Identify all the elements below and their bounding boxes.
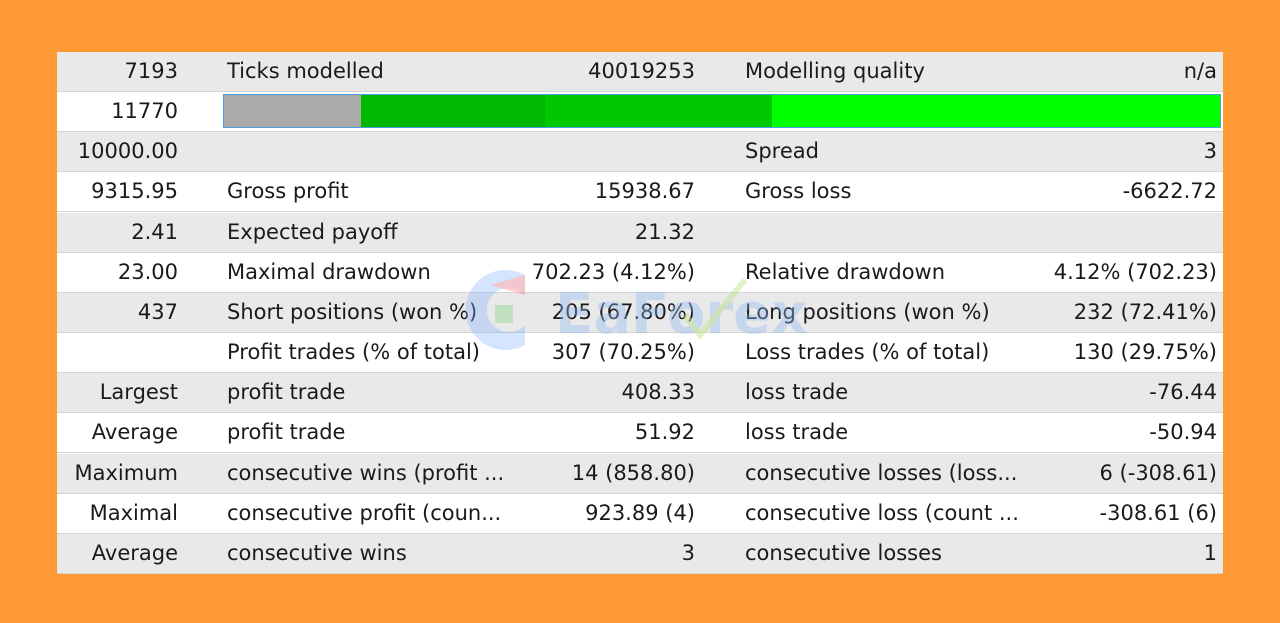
- row-value: 21.32: [634, 219, 695, 244]
- row-value-right: -76.44: [1149, 380, 1217, 405]
- row-value-left: 437: [137, 299, 178, 324]
- row-value-left: Maximal: [89, 500, 178, 525]
- row-label-right: consecutive loss (count ...: [745, 500, 1019, 525]
- row-value: 51.92: [634, 420, 695, 445]
- table-row: Maximal consecutive profit (coun... 923.89…: [57, 493, 1223, 534]
- table-row: 9315.95 Gross profit 15938.67 Gross loss -66…: [57, 172, 1223, 213]
- quality-bar-segment: [361, 95, 545, 128]
- row-label-right: consecutive losses: [745, 540, 942, 565]
- row-value-left: 10000.00: [77, 139, 178, 164]
- quality-bar-segment: [224, 95, 362, 128]
- quality-bar-segment: [544, 95, 772, 128]
- row-label: profit trade: [227, 380, 346, 405]
- row-value: 702.23 (4.12%): [531, 259, 695, 284]
- row-value: 307 (70.25%): [551, 340, 695, 365]
- row-label: Ticks modelled: [227, 59, 384, 83]
- table-row: Profit trades (% of total) 307 (70.25%) Lo…: [57, 333, 1223, 374]
- row-label-right: loss trade: [745, 380, 849, 405]
- row-label-right: Relative drawdown: [745, 259, 946, 284]
- table-row: 23.00 Maximal drawdown 702.23 (4.12%) Relat…: [57, 252, 1223, 293]
- row-label: consecutive wins (profit ...: [227, 460, 505, 485]
- row-label: Short positions (won %): [227, 299, 478, 324]
- row-label-right: Long positions (won %): [745, 299, 990, 324]
- modelling-quality-bar: [223, 94, 1221, 129]
- row-value-right: 4.12% (702.23): [1053, 259, 1217, 284]
- row-label: profit trade: [227, 420, 346, 445]
- row-value: 40019253: [588, 59, 695, 83]
- quality-bar-segment: [771, 95, 1220, 128]
- table-row: 7193 Ticks modelled 40019253 Modelling qual…: [57, 52, 1223, 92]
- row-label-right: Loss trades (% of total): [745, 340, 990, 365]
- row-value-left: Maximum: [74, 460, 178, 485]
- row-value-left: Average: [91, 420, 178, 445]
- row-value-right: 3: [1203, 139, 1217, 164]
- table-row: Largest profit trade 408.33 loss trade -76.4…: [57, 373, 1223, 414]
- row-value-right: -308.61 (6): [1099, 500, 1217, 525]
- row-value-right: 130 (29.75%): [1073, 340, 1217, 365]
- row-value-left: 11770: [111, 99, 178, 124]
- row-label: Profit trades (% of total): [227, 340, 481, 365]
- row-label-right: Spread: [745, 139, 819, 164]
- table-row: 10000.00 Spread 3: [57, 132, 1223, 173]
- row-label-right: consecutive losses (loss...: [745, 460, 1018, 485]
- row-value-left: 23.00: [117, 259, 178, 284]
- row-label-right: loss trade: [745, 420, 849, 445]
- row-value: 15938.67: [594, 179, 695, 204]
- table-row: 11770: [57, 92, 1223, 133]
- row-value-left: 2.41: [131, 219, 178, 244]
- row-value-left: Largest: [99, 380, 178, 405]
- row-value: 408.33: [621, 380, 695, 405]
- row-label: Gross profit: [227, 179, 349, 204]
- row-value-right: -50.94: [1149, 420, 1217, 445]
- row-label-right: Modelling quality: [745, 59, 925, 83]
- row-value: 205 (67.80%): [551, 299, 695, 324]
- row-value-right: 1: [1203, 540, 1217, 565]
- table-row: Maximum consecutive wins (profit ... 14 (8…: [57, 453, 1223, 494]
- table-row: 2.41 Expected payoff 21.32: [57, 212, 1223, 253]
- table-row: 437 Short positions (won %) 205 (67.80%) Lo…: [57, 292, 1223, 333]
- row-value-right: -6622.72: [1122, 179, 1217, 204]
- row-label: consecutive profit (coun...: [227, 500, 502, 525]
- row-value: 923.89 (4): [585, 500, 695, 525]
- row-value-right: 6 (-308.61): [1099, 460, 1217, 485]
- report-table: 7193 Ticks modelled 40019253 Modelling qual…: [57, 52, 1223, 574]
- row-label: Maximal drawdown: [227, 259, 431, 284]
- table-row: Average profit trade 51.92 loss trade -50.94: [57, 413, 1223, 454]
- row-value-left: 9315.95: [91, 179, 178, 204]
- row-label: consecutive wins: [227, 540, 407, 565]
- row-value: 3: [681, 540, 695, 565]
- row-value: 14 (858.80): [571, 460, 695, 485]
- row-value-right: n/a: [1183, 59, 1217, 83]
- row-value-right: 232 (72.41%): [1073, 299, 1217, 324]
- table-row: Average consecutive wins 3 consecutive loss…: [57, 533, 1223, 574]
- row-label: Expected payoff: [227, 219, 398, 244]
- row-value-left: 7193: [124, 59, 178, 83]
- row-label-right: Gross loss: [745, 179, 852, 204]
- row-value-left: Average: [91, 540, 178, 565]
